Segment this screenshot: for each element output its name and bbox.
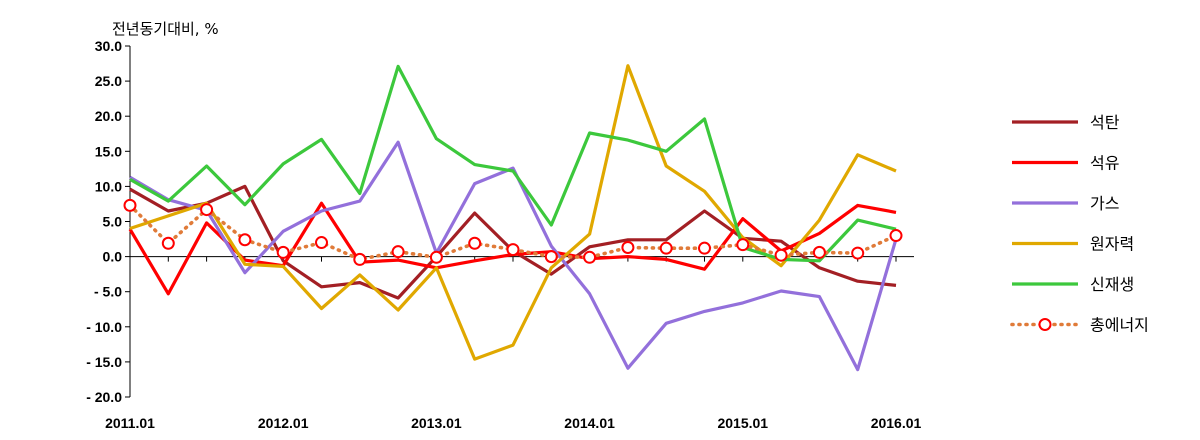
legend-label: 원자력 — [1090, 235, 1134, 254]
y-tick-label: 5.0 — [103, 214, 123, 230]
y-tick-label: 25.0 — [95, 73, 122, 89]
y-tick-label: 0.0 — [103, 249, 123, 265]
legend-label: 가스 — [1090, 194, 1119, 213]
data-point — [391, 245, 405, 259]
y-tick-label: 15.0 — [95, 143, 122, 159]
x-tick-label: 2015.01 — [717, 415, 768, 431]
x-tick-label: 2013.01 — [411, 415, 462, 431]
series-line-5 — [129, 64, 897, 263]
y-tick-label: - 15.0 — [86, 354, 122, 370]
data-point — [659, 241, 673, 255]
legend-item: 석유 — [1012, 154, 1119, 173]
data-point — [583, 250, 597, 264]
data-point — [851, 246, 865, 260]
legend-label: 총에너지 — [1090, 316, 1149, 335]
x-tick-label: 2011.01 — [105, 415, 155, 431]
legend-label: 신재생 — [1090, 275, 1134, 294]
legend-item: 가스 — [1012, 194, 1119, 213]
series-line-3 — [129, 140, 898, 372]
x-tick-label: 2012.01 — [258, 415, 309, 431]
legend-item: 신재생 — [1012, 275, 1134, 294]
y-tick-label: 30.0 — [95, 38, 122, 54]
data-point — [200, 203, 214, 217]
data-point — [621, 240, 635, 254]
y-tick-label: - 5.0 — [94, 284, 122, 300]
data-point — [544, 250, 558, 264]
data-point — [736, 238, 750, 252]
y-tick-label: - 10.0 — [86, 319, 122, 335]
data-point — [123, 198, 137, 212]
data-point — [468, 236, 482, 250]
x-tick-label: 2014.01 — [564, 415, 615, 431]
legend-item: 총에너지 — [1010, 316, 1149, 335]
y-tick-label: 20.0 — [95, 108, 122, 124]
data-point — [276, 245, 290, 259]
data-point — [353, 252, 367, 266]
data-point — [506, 243, 520, 257]
data-point — [429, 250, 443, 264]
x-tick-label: 2016.01 — [871, 415, 922, 431]
legend-marker — [1038, 318, 1052, 331]
axes: 30.0 25.0 20.0 15.0 10.0 5.0 0.0 - 5.0 - 10.0 - 1… — [86, 38, 921, 431]
y-tick-label: 10.0 — [95, 178, 122, 194]
data-point — [315, 236, 328, 250]
series-line-4 — [129, 64, 897, 361]
data-point — [698, 241, 711, 255]
data-point — [774, 248, 788, 262]
data-point — [812, 245, 826, 259]
data-point — [889, 229, 903, 243]
legend-label: 석탄 — [1090, 113, 1120, 132]
legend-item: 석탄 — [1012, 113, 1120, 132]
data-point — [238, 233, 252, 247]
y-tick-label: - 20.0 — [86, 389, 122, 405]
legend-item: 원자력 — [1012, 235, 1134, 254]
data-point — [161, 236, 175, 250]
y-axis-unit-label: 전년동기대비, % — [112, 20, 219, 38]
legend-label: 석유 — [1090, 154, 1119, 173]
series-lines — [123, 64, 903, 372]
